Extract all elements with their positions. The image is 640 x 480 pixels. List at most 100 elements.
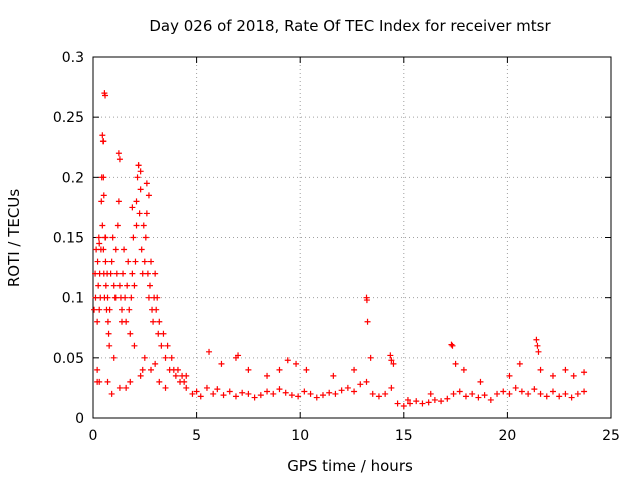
data-point [307, 390, 314, 397]
data-point [183, 372, 190, 379]
data-point [375, 393, 382, 400]
data-point [549, 372, 556, 379]
data-point [431, 396, 438, 403]
data-point [535, 348, 542, 355]
data-point [107, 270, 114, 277]
tick-layer: 0 5 10 15 20 25 0 0.05 0.1 0.15 0.2 0.25 0.3 [53, 50, 620, 444]
data-point [210, 390, 217, 397]
data-point [145, 192, 152, 199]
data-point [251, 394, 258, 401]
data-point [257, 392, 264, 399]
data-point [556, 393, 563, 400]
data-point [388, 357, 395, 364]
data-point [156, 318, 163, 325]
x-tick-label: 0 [89, 428, 98, 444]
data-point [116, 384, 123, 391]
data-point [477, 378, 484, 385]
data-point [125, 258, 132, 265]
data-point [99, 132, 106, 139]
data-point [150, 318, 157, 325]
data-point [581, 388, 588, 395]
x-tick-label: 20 [498, 428, 516, 444]
data-point [506, 390, 513, 397]
data-point [116, 156, 123, 163]
data-point [100, 192, 107, 199]
data-point [438, 398, 445, 405]
data-point [148, 366, 155, 373]
data-point [98, 198, 105, 205]
data-point [168, 354, 175, 361]
data-point [581, 369, 588, 376]
data-point [407, 400, 414, 407]
data-point [106, 342, 113, 349]
data-point [203, 384, 210, 391]
data-point [154, 294, 161, 301]
data-point [119, 318, 126, 325]
data-point [543, 393, 550, 400]
y-axis-label: ROTI / TECUs [5, 189, 23, 287]
data-point [139, 366, 146, 373]
data-point [109, 234, 116, 241]
data-point [126, 306, 133, 313]
data-point [326, 389, 333, 396]
data-point [129, 270, 136, 277]
data-point [181, 378, 188, 385]
data-point [394, 400, 401, 407]
data-point [124, 282, 131, 289]
y-tick-label: 0.05 [53, 351, 84, 367]
y-tick-label: 0.1 [62, 291, 84, 307]
data-point [427, 390, 434, 397]
data-point [332, 390, 339, 397]
data-point [288, 392, 295, 399]
data-point [183, 384, 190, 391]
data-point [105, 330, 112, 337]
data-point [104, 378, 111, 385]
data-point [119, 306, 126, 313]
data-point [137, 186, 144, 193]
data-point [102, 258, 109, 265]
data-point [534, 342, 541, 349]
y-tick-label: 0.25 [53, 110, 84, 126]
data-point [469, 390, 476, 397]
data-point [96, 240, 103, 247]
data-point [518, 388, 525, 395]
data-point [121, 246, 128, 253]
data-point [131, 282, 138, 289]
data-point [448, 341, 455, 348]
y-tick-label: 0 [75, 411, 84, 427]
x-tick-label: 10 [291, 428, 309, 444]
data-point [330, 372, 337, 379]
data-point [153, 306, 160, 313]
data-point [94, 258, 101, 265]
data-point [449, 342, 456, 349]
data-point [148, 258, 155, 265]
data-point [364, 318, 371, 325]
data-point [140, 222, 147, 229]
data-point [137, 168, 144, 175]
data-point [155, 330, 162, 337]
data-point [131, 342, 138, 349]
data-point [481, 392, 488, 399]
data-point [245, 366, 252, 373]
data-point [214, 386, 221, 393]
data-point [110, 354, 117, 361]
data-point [95, 234, 102, 241]
data-point [388, 384, 395, 391]
data-point [94, 378, 101, 385]
data-point [264, 388, 271, 395]
data-point [562, 366, 569, 373]
data-point [220, 392, 227, 399]
data-point [293, 360, 300, 367]
data-point [129, 204, 136, 211]
data-point [114, 222, 121, 229]
data-point [226, 388, 233, 395]
data-point [138, 246, 145, 253]
data-point [276, 386, 283, 393]
data-point [444, 395, 451, 402]
data-point [367, 354, 374, 361]
data-point [120, 270, 127, 277]
data-point [100, 138, 107, 145]
data-point [533, 336, 540, 343]
data-point [113, 270, 120, 277]
data-point [145, 294, 152, 301]
